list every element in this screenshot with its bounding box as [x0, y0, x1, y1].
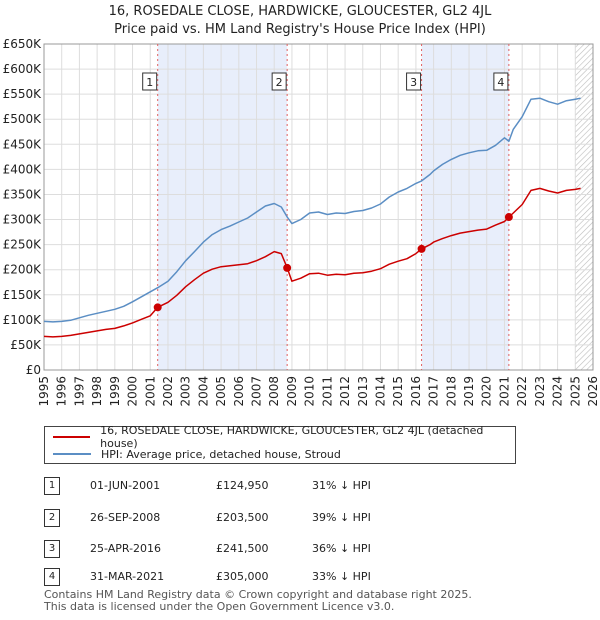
sale-number-box — [271, 72, 287, 91]
x-tick-label: 1999 — [108, 376, 122, 407]
x-tick-label: 2018 — [444, 376, 458, 407]
property-price-line — [43, 187, 581, 338]
sale-point — [504, 213, 513, 222]
x-tick-label: 2001 — [143, 376, 157, 407]
hpi-line — [43, 97, 581, 323]
legend: 16, ROSEDALE CLOSE, HARDWICKE, GLOUCESTE… — [44, 424, 516, 464]
x-tick-label: 2021 — [497, 376, 511, 407]
transaction-price: £124,950 — [216, 479, 269, 492]
transaction-price: £203,500 — [216, 511, 269, 524]
footer: Contains HM Land Registry data © Crown c… — [44, 589, 472, 613]
y-tick-label: £100K — [3, 313, 43, 327]
x-tick-label: 2012 — [338, 376, 352, 407]
price-chart: £0 £50K £100K £150K £200K £250K £300K £350K £400… — [3, 37, 600, 407]
shaded-range — [421, 44, 509, 370]
plot-frame — [43, 43, 594, 371]
y-tick-label: £250K — [3, 238, 43, 252]
x-tick-label: 2009 — [285, 376, 299, 407]
legend-label-property: 16, ROSEDALE CLOSE, HARDWICKE, GLOUCESTE… — [100, 424, 484, 450]
chart-title-line2: Price paid vs. HM Land Registry's House … — [114, 22, 486, 37]
x-tick-label: 2014 — [373, 376, 387, 407]
legend-label-hpi: HPI: Average price, detached house, Stro… — [101, 447, 341, 461]
x-tick-label: 2019 — [462, 376, 476, 407]
y-tick-label: £0 — [26, 363, 41, 377]
transaction-number: 2 — [44, 509, 60, 527]
sale-number-box — [142, 72, 158, 91]
y-tick-label: £350K — [3, 187, 43, 201]
x-tick-label: 2016 — [409, 376, 423, 407]
x-tick-label: 2010 — [303, 376, 317, 407]
transaction-date: 26-SEP-2008 — [90, 511, 161, 524]
chart-title-line1: 16, ROSEDALE CLOSE, HARDWICKE, GLOUCESTE… — [108, 4, 492, 19]
x-tick-label: 1995 — [37, 376, 51, 407]
transaction-price: £305,000 — [216, 570, 269, 583]
transaction-hpi-diff: 33% ↓ HPI — [312, 570, 371, 583]
y-tick-label: £550K — [3, 87, 43, 101]
sale-number-label: 4 — [497, 76, 504, 89]
transaction-hpi-diff: 36% ↓ HPI — [312, 542, 371, 555]
sale-number-label: 3 — [410, 76, 417, 89]
transaction-number: 4 — [44, 568, 60, 586]
x-tick-label: 2020 — [480, 376, 494, 407]
x-tick-label: 2006 — [232, 376, 246, 407]
transaction-date: 01-JUN-2001 — [90, 479, 161, 492]
sale-point — [283, 263, 292, 272]
transaction-date: 25-APR-2016 — [90, 542, 162, 555]
x-tick-label: 2023 — [533, 376, 547, 407]
x-tick-label: 2017 — [427, 376, 441, 407]
transaction-row: 1 01-JUN-2001 £124,950 31% ↓ HPI — [44, 477, 564, 497]
y-tick-label: £450K — [3, 137, 43, 151]
x-tick-label: 2004 — [196, 376, 210, 407]
transaction-row: 3 25-APR-2016 £241,500 36% ↓ HPI — [44, 540, 564, 560]
x-tick-label: 2026 — [586, 376, 600, 407]
y-tick-label: £50K — [10, 338, 42, 352]
legend-item-property: 16, ROSEDALE CLOSE, HARDWICKE, GLOUCESTE… — [53, 424, 515, 450]
sale-number-box — [493, 72, 509, 91]
transaction-row: 4 31-MAR-2021 £305,000 33% ↓ HPI — [44, 568, 564, 588]
x-tick-label: 2007 — [250, 376, 264, 407]
legend-swatch-property — [53, 436, 91, 438]
transaction-number: 1 — [44, 477, 60, 495]
y-tick-label: £200K — [3, 263, 43, 277]
x-tick-label: 2003 — [179, 376, 193, 407]
x-tick-label: 1996 — [55, 376, 69, 407]
legend-item-hpi: HPI: Average price, detached house, Stro… — [53, 446, 341, 462]
footer-copyright: Contains HM Land Registry data © Crown c… — [44, 588, 472, 601]
forecast-region — [575, 44, 593, 370]
y-tick-label: £500K — [3, 112, 43, 126]
sale-point — [153, 303, 162, 312]
transaction-price: £241,500 — [216, 542, 269, 555]
shaded-range — [157, 44, 288, 370]
y-tick-label: £650K — [3, 37, 43, 51]
sale-number-box — [406, 72, 422, 91]
y-tick-label: £400K — [3, 162, 43, 176]
y-tick-label: £150K — [3, 288, 43, 302]
x-tick-label: 2022 — [515, 376, 529, 407]
x-tick-label: 2025 — [568, 376, 582, 407]
y-tick-label: £300K — [3, 213, 43, 227]
transaction-hpi-diff: 31% ↓ HPI — [312, 479, 371, 492]
transaction-number: 3 — [44, 540, 60, 558]
sale-number-label: 1 — [146, 76, 153, 89]
y-tick-label: £600K — [3, 62, 43, 76]
x-tick-label: 2000 — [126, 376, 140, 407]
sale-point — [417, 244, 426, 253]
x-tick-label: 2008 — [267, 376, 281, 407]
plot-area — [44, 44, 593, 370]
x-tick-label: 1998 — [90, 376, 104, 407]
sale-number-label: 2 — [276, 76, 283, 89]
x-tick-label: 2024 — [551, 376, 565, 407]
x-tick-label: 2015 — [391, 376, 405, 407]
x-tick-label: 2013 — [356, 376, 370, 407]
x-tick-label: 1997 — [72, 376, 86, 407]
transaction-row: 2 26-SEP-2008 £203,500 39% ↓ HPI — [44, 509, 564, 529]
transaction-hpi-diff: 39% ↓ HPI — [312, 511, 371, 524]
x-tick-label: 2011 — [320, 376, 334, 407]
x-tick-label: 2005 — [214, 376, 228, 407]
x-tick-label: 2002 — [161, 376, 175, 407]
footer-licence: This data is licensed under the Open Gov… — [44, 600, 395, 613]
legend-swatch-hpi — [53, 453, 91, 455]
transaction-date: 31-MAR-2021 — [90, 570, 165, 583]
